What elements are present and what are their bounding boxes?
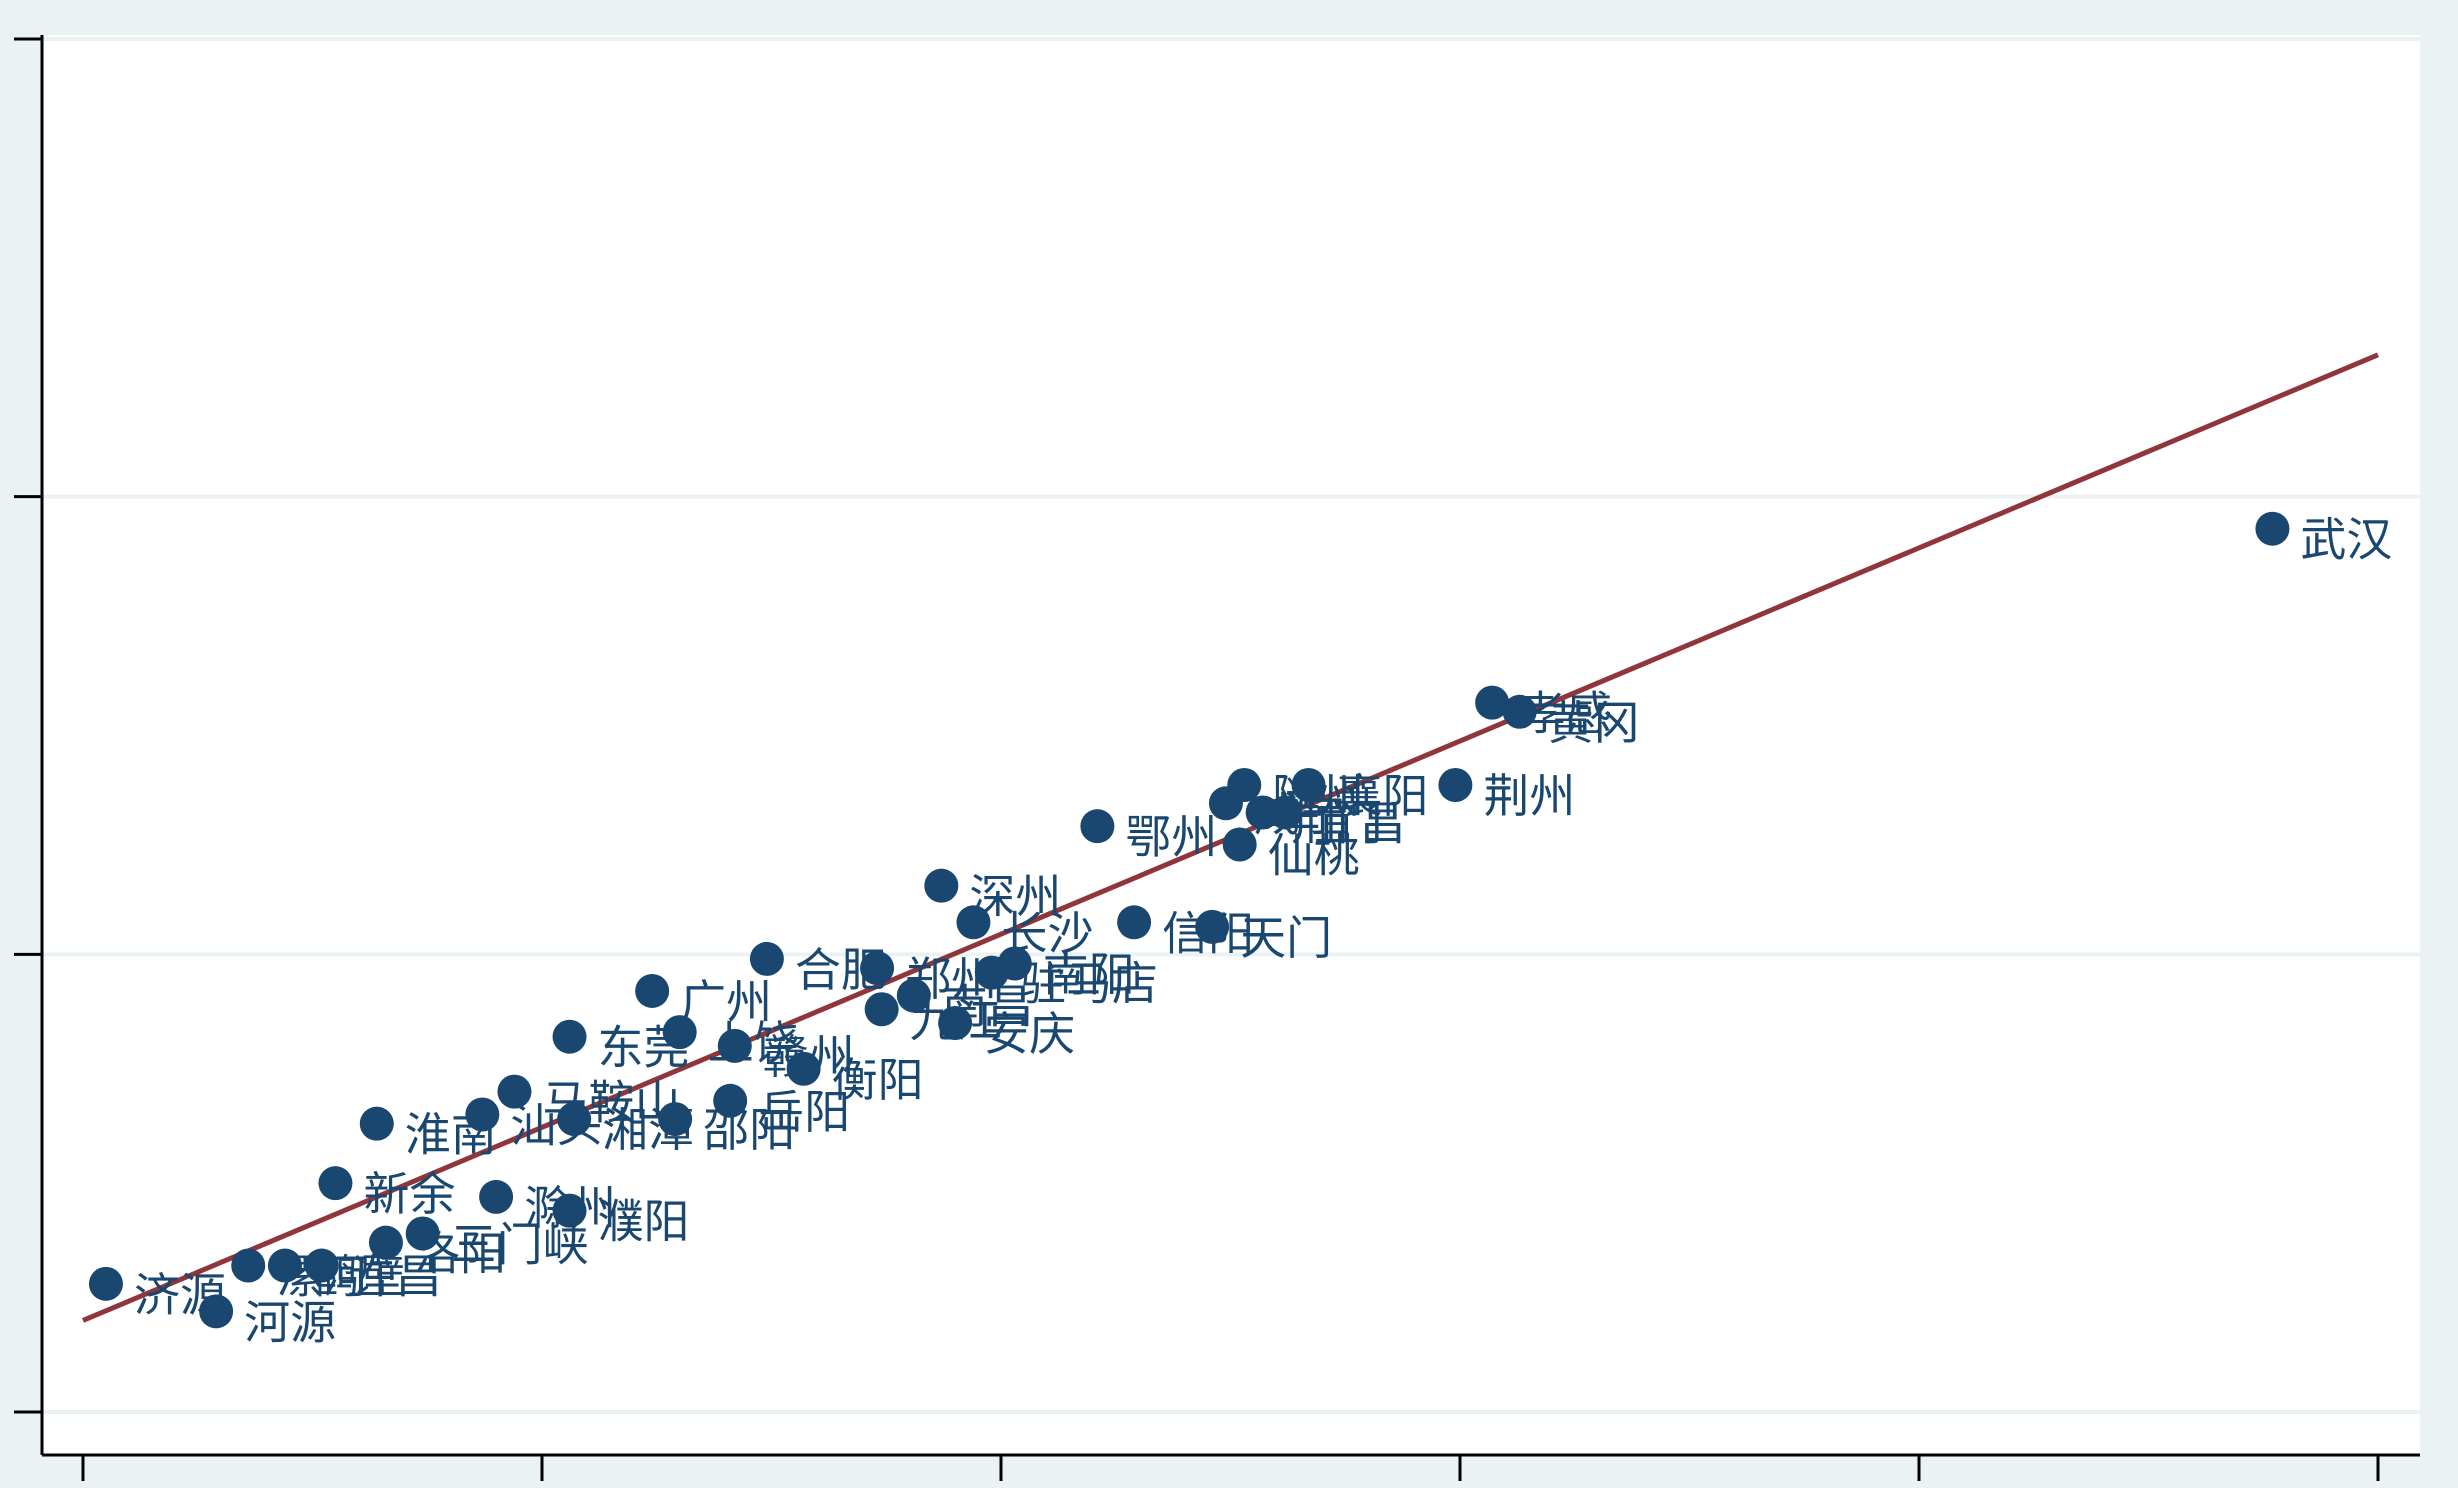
data-point-label: 濮阳 <box>598 1195 690 1249</box>
data-point-label: 黄冈 <box>1548 696 1640 750</box>
data-point <box>864 992 899 1027</box>
data-point-label: 鄂州 <box>1125 810 1217 864</box>
data-point-label: 邵阳 <box>703 1103 795 1157</box>
data-point-label: 荆州 <box>1483 769 1575 823</box>
data-point-label: 洛阳 <box>414 1227 506 1281</box>
data-point-label: 淮南 <box>405 1108 497 1162</box>
data-point-label: 荆门 <box>1291 796 1383 850</box>
plot-area <box>42 35 2420 1455</box>
data-point <box>88 1266 123 1301</box>
data-point <box>717 1028 752 1063</box>
data-point <box>2255 511 2290 546</box>
data-point <box>1222 827 1257 862</box>
data-point <box>956 905 991 940</box>
data-point <box>749 941 784 976</box>
data-point <box>658 1102 693 1137</box>
data-point-label: 汕头 <box>510 1099 602 1153</box>
data-point <box>1195 909 1230 944</box>
data-points: 武汉孝感黄冈荆州随州襄阳荆门宜昌咸宁鄂州仙桃天门信阳深州长沙合肥南阳驻马店郑州安… <box>88 511 2392 1349</box>
data-point <box>497 1074 532 1109</box>
data-point <box>552 1019 587 1054</box>
data-point <box>304 1248 339 1283</box>
data-point-label: 漯河 <box>276 1250 368 1304</box>
data-point-label: 河源 <box>244 1295 336 1349</box>
data-point <box>359 1106 394 1141</box>
data-point <box>1475 685 1510 720</box>
data-point <box>552 1193 587 1228</box>
data-point <box>896 978 931 1013</box>
data-point-label: 驻马店 <box>1020 957 1158 1011</box>
data-point-label: 鹤壁 <box>313 1250 405 1304</box>
data-point <box>267 1248 302 1283</box>
grid-lines <box>42 37 2420 1414</box>
data-point <box>860 951 895 986</box>
data-point-label: 天门 <box>1240 911 1332 965</box>
data-point-label: 南阳 <box>1043 947 1135 1001</box>
data-point <box>1268 795 1303 830</box>
axes <box>40 35 2420 1457</box>
data-point <box>405 1216 440 1251</box>
data-point <box>318 1166 353 1201</box>
data-point <box>1080 809 1115 844</box>
data-point <box>199 1294 234 1329</box>
data-point <box>1291 767 1326 802</box>
data-point-label: 信阳 <box>1162 906 1254 960</box>
data-point-label: 南昌 <box>942 980 1034 1034</box>
data-point <box>1438 767 1473 802</box>
data-point-label: 咸宁 <box>1254 787 1346 841</box>
data-point-label: 岳阳 <box>758 1085 850 1139</box>
data-point-label: 广州 <box>680 975 772 1029</box>
data-point <box>231 1248 266 1283</box>
data-point-label: 安庆 <box>983 1007 1075 1061</box>
data-point-label: 武汉 <box>2300 513 2392 567</box>
data-point-label: 湘潭 <box>602 1103 694 1157</box>
axis-ticks <box>14 37 2380 1481</box>
data-point <box>713 1083 748 1118</box>
data-point <box>938 1005 973 1040</box>
data-point <box>1117 905 1152 940</box>
data-point <box>786 1051 821 1086</box>
data-point-label: 衡阳 <box>832 1053 924 1107</box>
data-point <box>557 1102 592 1137</box>
data-point <box>1502 694 1537 729</box>
data-point <box>465 1097 500 1132</box>
data-point <box>368 1225 403 1260</box>
data-point-label: 宜昌 <box>1314 796 1406 850</box>
data-point <box>1208 786 1243 821</box>
data-point <box>974 955 1009 990</box>
data-point <box>924 868 959 903</box>
data-point <box>479 1179 514 1214</box>
data-point-label: 新余 <box>363 1167 455 1221</box>
data-point-label: 仙桃 <box>1268 828 1360 882</box>
data-point <box>662 1015 697 1050</box>
data-point-label: 三门峡 <box>451 1218 589 1272</box>
data-point <box>635 973 670 1008</box>
data-point-label: 襄阳 <box>1337 769 1429 823</box>
data-point-label: 许昌 <box>350 1250 442 1304</box>
